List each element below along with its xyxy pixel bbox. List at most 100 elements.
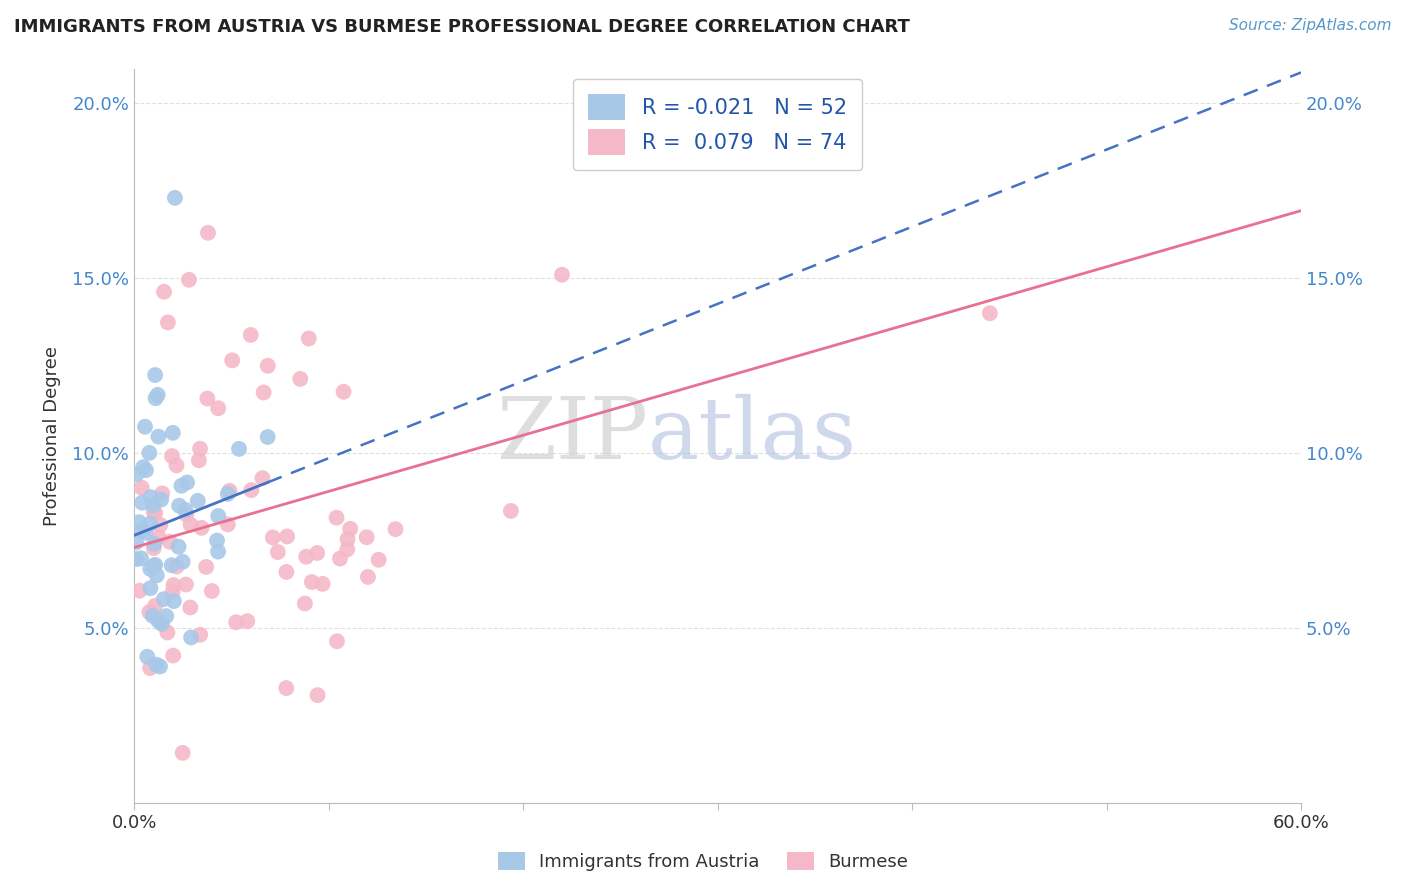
Point (295, 549, 318, 564)
Point (142, 505, 165, 519)
Point (142, 541, 165, 556)
Point (167, 540, 190, 554)
Point (207, 508, 229, 523)
Point (253, 385, 276, 400)
Point (142, 499, 165, 513)
Point (188, 628, 211, 642)
Point (135, 463, 157, 477)
Point (125, 467, 148, 482)
Point (155, 609, 177, 624)
Point (128, 583, 150, 598)
Point (188, 442, 211, 456)
Point (357, 570, 380, 584)
Point (221, 353, 243, 368)
Point (205, 533, 228, 548)
Point (499, 504, 522, 518)
Point (139, 661, 162, 675)
Point (139, 562, 162, 576)
Text: atlas: atlas (648, 394, 856, 477)
Point (195, 392, 218, 406)
Point (131, 524, 153, 538)
Point (160, 449, 183, 463)
Point (156, 315, 179, 329)
Point (176, 508, 198, 522)
Point (225, 615, 247, 630)
Point (172, 555, 194, 569)
Point (239, 328, 262, 343)
Point (294, 597, 316, 611)
Point (311, 577, 333, 591)
Point (201, 584, 224, 599)
Point (125, 535, 148, 549)
Text: ZIP: ZIP (496, 394, 648, 477)
Point (166, 458, 188, 473)
Legend: Immigrants from Austria, Burmese: Immigrants from Austria, Burmese (491, 845, 915, 879)
Point (138, 446, 160, 460)
Point (187, 494, 209, 508)
Point (166, 559, 188, 574)
Point (217, 487, 239, 501)
Point (143, 558, 166, 572)
Point (197, 226, 219, 240)
Point (167, 499, 190, 513)
Point (180, 517, 202, 532)
Point (979, 306, 1001, 320)
Point (143, 506, 166, 520)
Point (367, 553, 389, 567)
Point (143, 599, 166, 613)
Point (174, 503, 197, 517)
Point (172, 746, 194, 760)
Point (163, 191, 186, 205)
Point (174, 577, 197, 591)
Point (148, 614, 170, 628)
Point (187, 453, 209, 467)
Point (162, 585, 184, 599)
Point (276, 529, 298, 543)
Point (177, 273, 200, 287)
Point (134, 525, 156, 540)
Point (290, 372, 312, 386)
Point (307, 546, 329, 560)
Point (143, 537, 166, 551)
Point (252, 471, 274, 485)
Point (329, 551, 352, 566)
Point (276, 681, 298, 695)
Point (688, 149, 710, 163)
Point (298, 331, 321, 345)
Point (336, 542, 359, 557)
Point (384, 522, 406, 536)
Point (190, 521, 212, 535)
Point (138, 605, 160, 619)
Point (150, 492, 173, 507)
Point (180, 631, 202, 645)
Point (148, 429, 170, 443)
Point (146, 568, 169, 582)
Point (301, 575, 323, 590)
Point (145, 657, 167, 672)
Point (332, 384, 354, 399)
Point (207, 544, 229, 558)
Y-axis label: Professional Degree: Professional Degree (44, 345, 60, 525)
Point (134, 419, 156, 434)
Point (148, 530, 170, 544)
Point (356, 530, 378, 544)
Point (149, 518, 172, 533)
Text: IMMIGRANTS FROM AUSTRIA VS BURMESE PROFESSIONAL DEGREE CORRELATION CHART: IMMIGRANTS FROM AUSTRIA VS BURMESE PROFE… (14, 18, 910, 36)
Point (339, 522, 361, 536)
Point (256, 430, 278, 444)
Point (131, 481, 153, 495)
Point (142, 608, 165, 623)
Point (176, 475, 198, 490)
Point (149, 659, 172, 673)
Point (132, 460, 155, 475)
Point (142, 559, 165, 574)
Point (326, 634, 349, 648)
Point (139, 490, 162, 504)
Point (162, 648, 184, 663)
Point (162, 578, 184, 592)
Point (217, 517, 239, 532)
Point (207, 401, 229, 416)
Point (156, 625, 179, 640)
Point (159, 534, 181, 549)
Text: Source: ZipAtlas.com: Source: ZipAtlas.com (1229, 18, 1392, 33)
